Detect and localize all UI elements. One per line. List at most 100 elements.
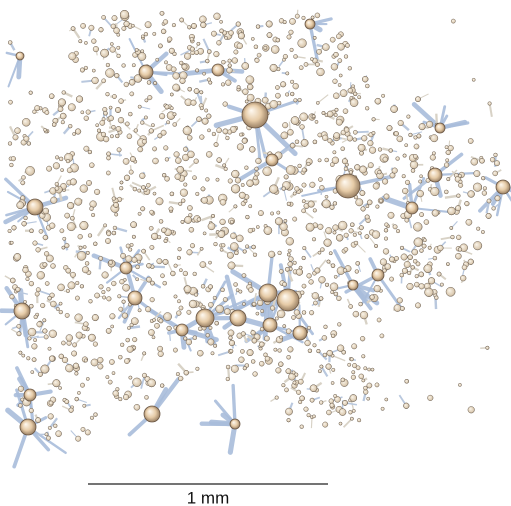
- pore: [203, 72, 206, 75]
- pore: [205, 59, 209, 63]
- pore: [288, 262, 293, 267]
- pore: [130, 323, 134, 327]
- pore: [383, 157, 388, 162]
- pore: [65, 400, 69, 404]
- pore: [325, 283, 329, 287]
- pore: [335, 108, 338, 111]
- pore: [142, 139, 147, 144]
- pore: [201, 187, 205, 191]
- pore: [122, 300, 126, 304]
- pore: [293, 381, 296, 384]
- pore: [388, 212, 394, 218]
- pore: [337, 296, 342, 301]
- pore: [115, 213, 118, 216]
- pore: [92, 69, 95, 72]
- pore: [45, 111, 49, 115]
- pore: [188, 26, 192, 30]
- pore: [164, 313, 172, 321]
- pore: [382, 179, 388, 185]
- pore: [298, 164, 302, 168]
- pore: [302, 183, 306, 187]
- pore: [145, 307, 150, 312]
- pore: [283, 54, 288, 59]
- pore: [145, 395, 149, 399]
- pore: [187, 205, 192, 210]
- pore: [325, 227, 332, 234]
- pore: [197, 42, 200, 45]
- pore: [247, 349, 253, 355]
- pore: [287, 35, 291, 39]
- pore: [419, 272, 424, 277]
- pore: [215, 321, 219, 325]
- pore: [97, 129, 101, 133]
- pore: [217, 128, 222, 133]
- pore: [220, 199, 226, 205]
- pore: [413, 259, 417, 263]
- pore: [34, 315, 38, 319]
- pore: [48, 426, 51, 429]
- pore: [132, 63, 135, 66]
- pore: [227, 67, 233, 73]
- pore: [320, 365, 323, 368]
- pore: [288, 249, 291, 252]
- pore: [117, 46, 120, 49]
- pore: [226, 365, 230, 369]
- pore: [118, 295, 122, 299]
- pore: [45, 433, 48, 436]
- pore: [329, 399, 334, 404]
- pore: [322, 335, 327, 340]
- pore: [344, 233, 349, 238]
- pore: [355, 270, 359, 274]
- pore: [190, 37, 194, 41]
- pore: [27, 357, 31, 361]
- pore: [12, 226, 17, 231]
- pore: [143, 352, 146, 355]
- pore: [184, 286, 191, 293]
- pore: [50, 301, 56, 307]
- pore: [119, 186, 123, 190]
- pore: [89, 299, 93, 303]
- pore: [330, 283, 338, 291]
- pore: [360, 336, 365, 341]
- pore: [16, 287, 21, 292]
- pore: [279, 336, 282, 339]
- pore: [245, 166, 249, 170]
- pore: [192, 176, 196, 180]
- pore: [174, 295, 177, 298]
- pore: [341, 378, 345, 382]
- pore: [68, 282, 75, 289]
- pore: [285, 267, 289, 271]
- pore: [73, 363, 79, 369]
- pore: [194, 89, 199, 94]
- pore: [295, 14, 299, 18]
- pore: [106, 92, 110, 96]
- pore: [293, 217, 297, 221]
- pore: [289, 30, 294, 35]
- pore: [332, 368, 335, 371]
- pore: [294, 310, 300, 316]
- pore: [239, 192, 245, 198]
- pore: [150, 210, 154, 214]
- pore: [110, 47, 116, 53]
- pore: [161, 228, 166, 233]
- pore: [300, 425, 304, 429]
- pore: [339, 422, 342, 425]
- pore: [128, 291, 142, 305]
- pore: [153, 81, 156, 84]
- pore: [200, 107, 203, 110]
- pore: [258, 210, 263, 215]
- pore: [173, 73, 180, 80]
- pore: [391, 106, 398, 113]
- pore: [495, 196, 500, 201]
- pore: [239, 133, 242, 136]
- pore: [22, 118, 30, 126]
- pore: [338, 221, 347, 230]
- pore: [96, 124, 99, 127]
- pore: [481, 230, 484, 233]
- pore: [305, 340, 311, 346]
- pore: [291, 117, 299, 125]
- pore: [129, 376, 132, 379]
- pore: [27, 199, 43, 215]
- pore: [120, 279, 125, 284]
- pore: [336, 119, 342, 125]
